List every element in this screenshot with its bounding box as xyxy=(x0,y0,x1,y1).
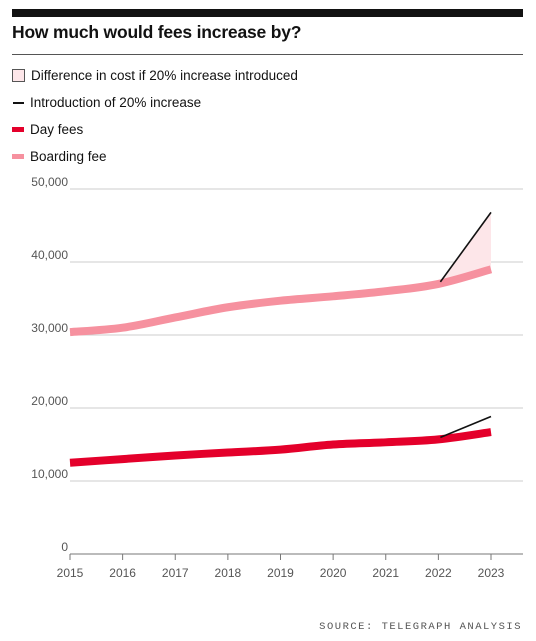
legend-item-boarding-fee: Boarding fee xyxy=(12,143,298,170)
y-tick-label: 10,000 xyxy=(31,467,68,481)
increase-line-boarding xyxy=(439,211,492,283)
legend-swatch-difference xyxy=(12,69,25,82)
legend-item-difference: Difference in cost if 20% increase intro… xyxy=(12,62,298,89)
y-tick-label: 0 xyxy=(61,540,68,554)
legend-label: Day fees xyxy=(30,122,84,137)
legend-swatch-boarding-fee xyxy=(12,154,24,159)
increase-line-day xyxy=(440,415,492,439)
x-tick-label: 2019 xyxy=(267,566,294,580)
x-tick-label: 2017 xyxy=(162,566,189,580)
y-tick-label: 40,000 xyxy=(31,248,68,262)
y-tick-label: 50,000 xyxy=(31,175,68,189)
source-credit: SOURCE: TELEGRAPH ANALYSIS xyxy=(319,621,522,633)
x-tick-label: 2018 xyxy=(215,566,242,580)
x-tick-label: 2022 xyxy=(425,566,452,580)
legend-swatch-increase xyxy=(13,101,24,104)
y-tick-label: 20,000 xyxy=(31,394,68,408)
chart-title: How much would fees increase by? xyxy=(12,22,302,42)
legend-swatch-day-fees xyxy=(12,127,24,132)
x-tick-label: 2020 xyxy=(320,566,347,580)
series-line-day xyxy=(69,428,492,467)
y-tick-label: 30,000 xyxy=(31,321,68,335)
x-tick-label: 2023 xyxy=(478,566,505,580)
legend: Difference in cost if 20% increase intro… xyxy=(12,62,298,170)
title-divider xyxy=(12,54,523,55)
line-chart: 0 10,000 20,000 30,000 40,000 50,000 2015 2016 2… xyxy=(31,175,523,580)
x-tick-label: 2016 xyxy=(109,566,136,580)
x-tick-label: 2015 xyxy=(57,566,84,580)
x-tick-label: 2021 xyxy=(372,566,399,580)
legend-item-increase: Introduction of 20% increase xyxy=(12,89,298,116)
legend-label: Boarding fee xyxy=(30,149,107,164)
series-line-boarding xyxy=(69,265,493,337)
legend-item-day-fees: Day fees xyxy=(12,116,298,143)
legend-label: Introduction of 20% increase xyxy=(30,95,202,110)
header-bar xyxy=(12,9,523,17)
legend-label: Difference in cost if 20% increase intro… xyxy=(31,68,298,83)
